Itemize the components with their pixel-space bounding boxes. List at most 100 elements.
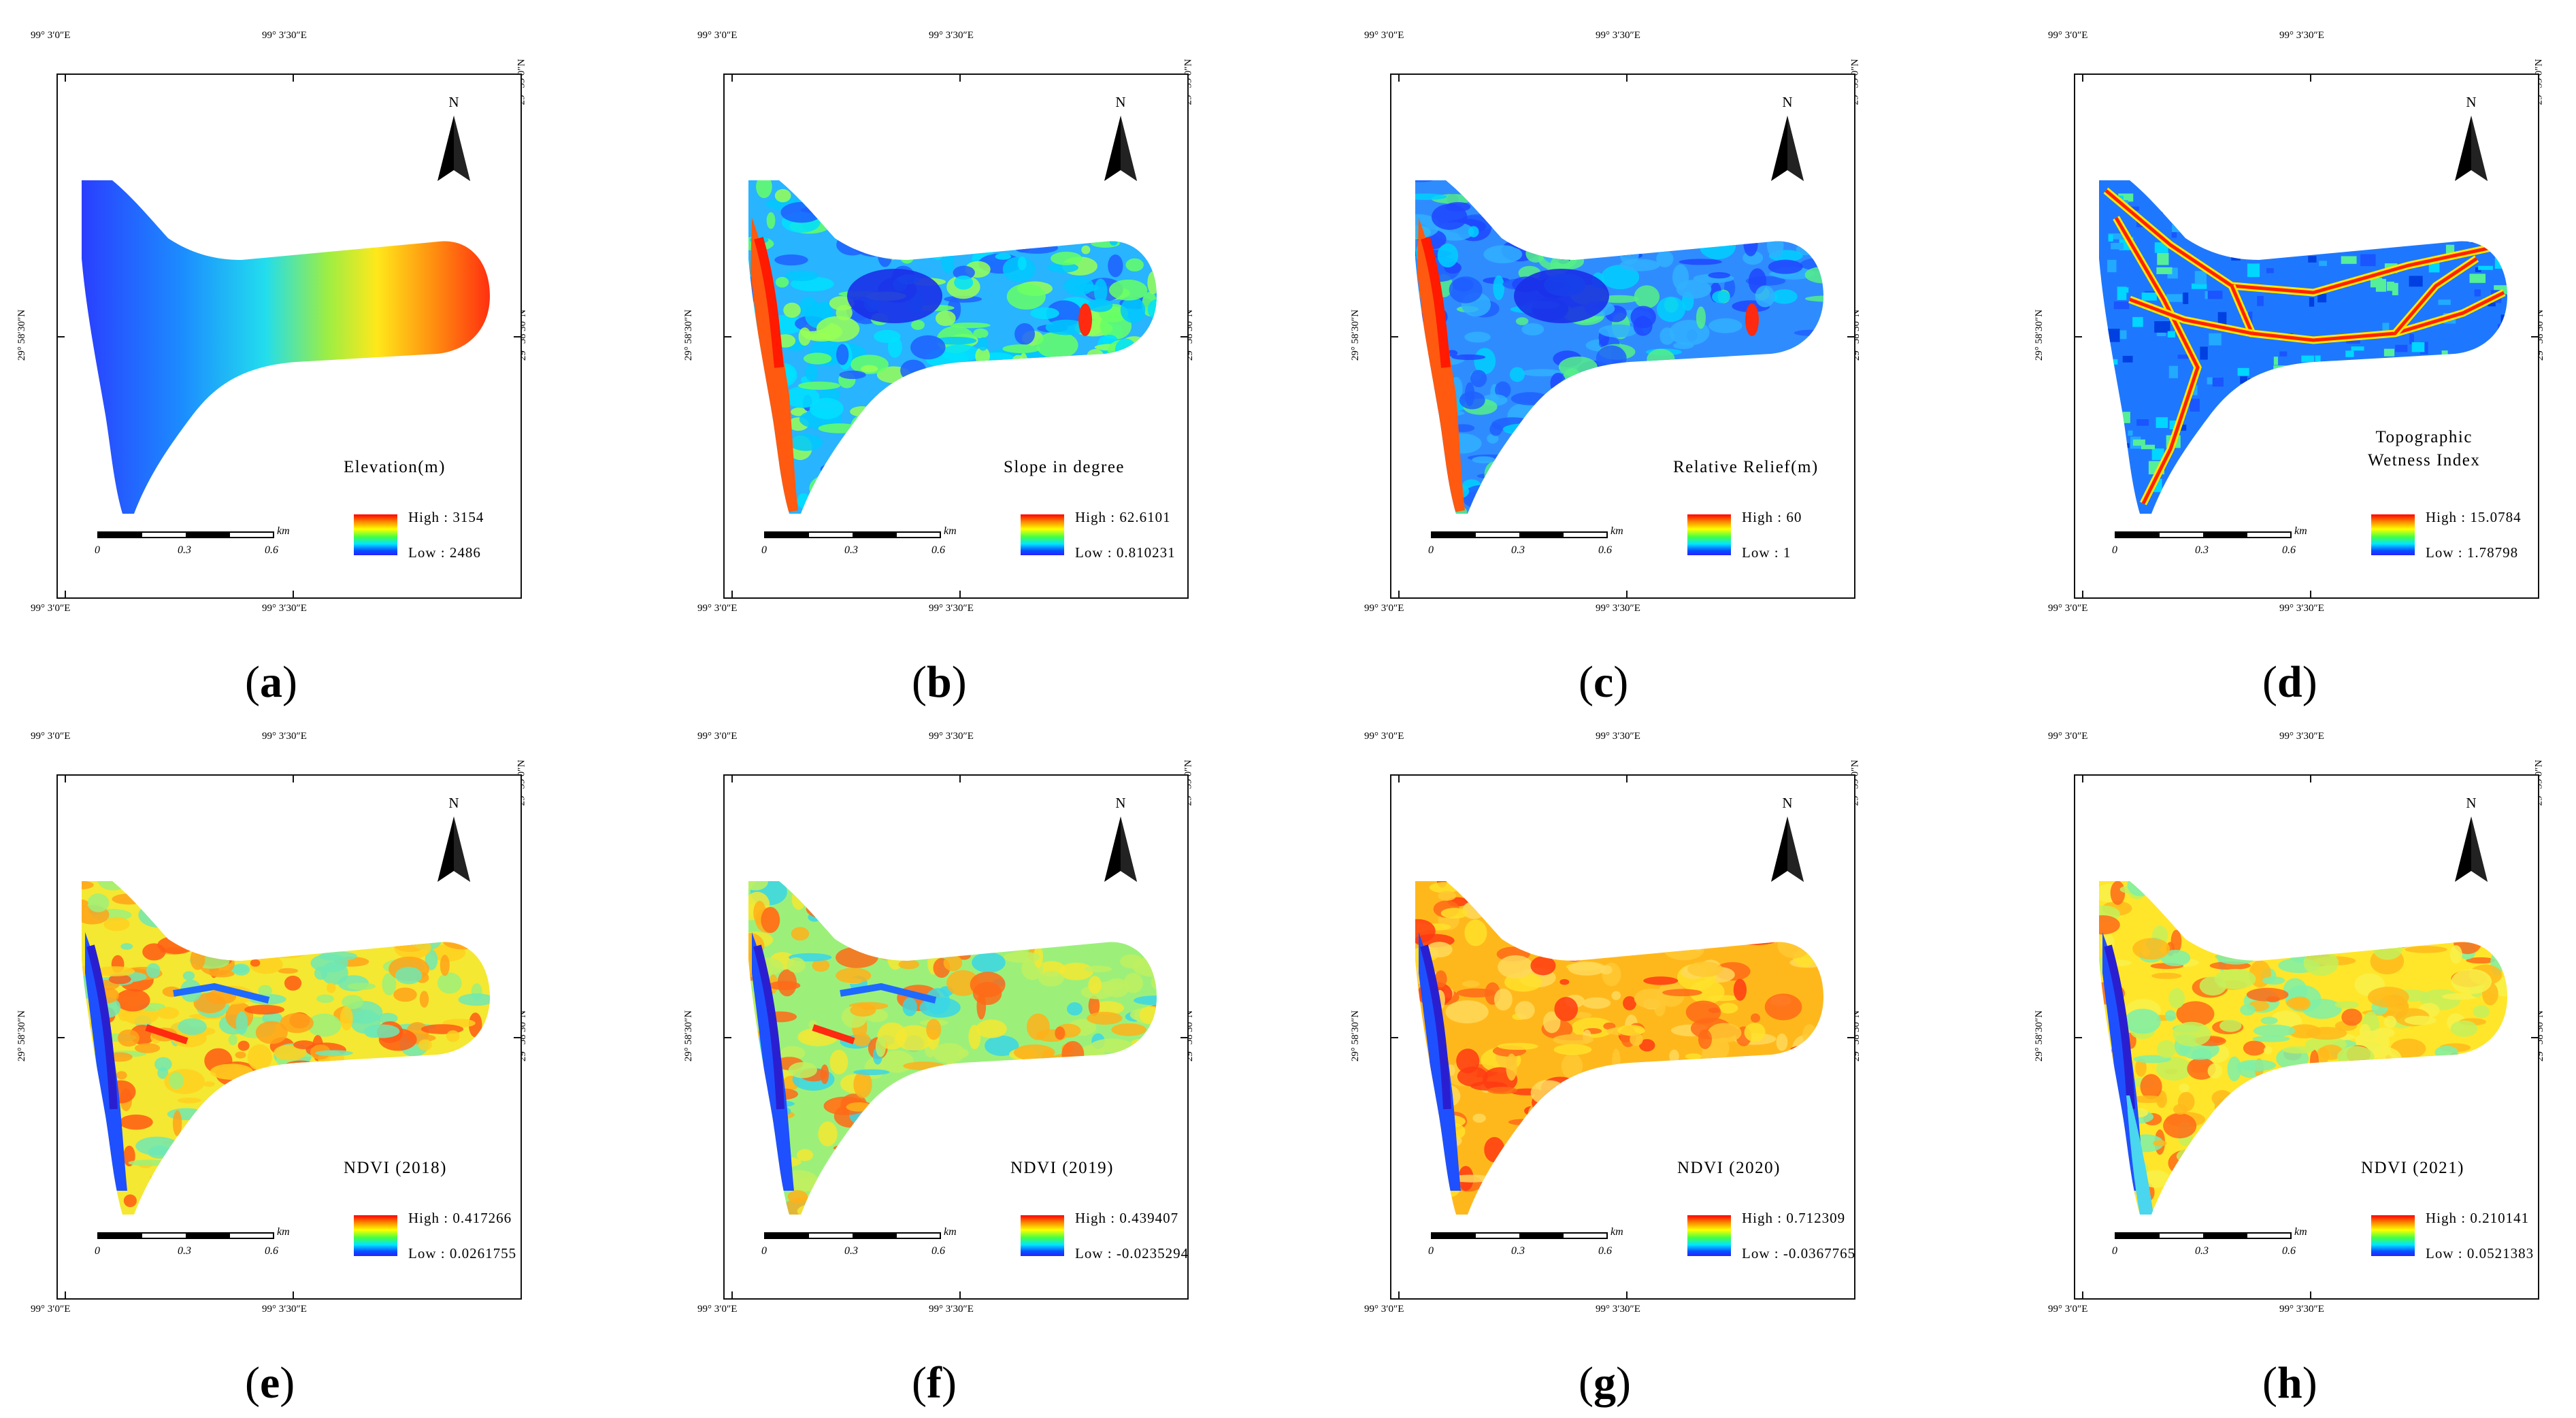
lon-label-top-left: 99° 3′0″E [2048, 30, 2088, 41]
lon-label-bottom-left: 99° 3′0″E [1364, 603, 1404, 614]
legend-low-value: Low : -0.0235294 [1075, 1245, 1189, 1262]
frame-tick [293, 1291, 294, 1300]
map-raster [2099, 881, 2507, 1215]
lon-label-top-right: 99° 3′30″E [262, 731, 307, 742]
lon-label-bottom-left: 99° 3′0″E [31, 1304, 71, 1315]
frame-tick [723, 336, 731, 337]
frame-tick [65, 1291, 66, 1300]
lon-label-top-right: 99° 3′30″E [262, 30, 307, 41]
north-label: N [1782, 94, 1793, 110]
north-arrow-icon [1104, 116, 1137, 181]
legend-low-value: Low : 1.78798 [2426, 544, 2519, 561]
scale-tick-label: 0.3 [178, 544, 191, 556]
frame-tick [959, 73, 961, 82]
lon-label-bottom-left: 99° 3′0″E [697, 603, 738, 614]
legend-title: NDVI (2021) [2361, 1159, 2464, 1177]
north-arrow-icon [2455, 817, 2488, 882]
lon-label-top-left: 99° 3′0″E [1364, 30, 1404, 41]
north-label: N [2466, 94, 2477, 110]
frame-tick [1847, 1037, 1855, 1038]
legend-color-ramp [354, 1215, 397, 1256]
scale-bar [2115, 1232, 2292, 1239]
legend-title: Slope in degree [1004, 458, 1125, 476]
north-label: N [1782, 795, 1793, 811]
scale-tick-label: 0.6 [265, 1245, 278, 1257]
north-arrow-icon [437, 116, 470, 181]
north-arrow-icon [1104, 817, 1137, 882]
lon-label-bottom-right: 99° 3′30″E [2279, 603, 2324, 614]
frame-tick [2310, 1291, 2311, 1300]
legend-high-value: High : 0.712309 [1742, 1210, 1846, 1226]
lon-label-bottom-left: 99° 3′0″E [2048, 1304, 2088, 1315]
frame-tick [2310, 774, 2311, 782]
lon-label-top-left: 99° 3′0″E [1364, 731, 1404, 742]
frame-tick [293, 774, 294, 782]
scale-bar [764, 1232, 941, 1239]
scale-tick-label: 0.3 [1511, 1245, 1525, 1257]
legend-high-value: High : 0.439407 [1075, 1210, 1179, 1226]
scale-tick-label: 0.6 [931, 544, 945, 556]
lon-label-top-right: 99° 3′30″E [2279, 731, 2324, 742]
north-arrow-icon [2455, 116, 2488, 181]
frame-tick [959, 774, 961, 782]
legend-title: NDVI (2019) [1010, 1159, 1114, 1177]
frame-tick [731, 774, 733, 782]
lon-label-bottom-right: 99° 3′30″E [262, 1304, 307, 1315]
frame-tick [731, 1291, 733, 1300]
lon-label-bottom-right: 99° 3′30″E [929, 1304, 974, 1315]
scale-bar [1431, 1232, 1608, 1239]
frame-tick [1398, 591, 1400, 599]
frame-tick [1180, 1037, 1189, 1038]
lon-label-top-left: 99° 3′0″E [697, 731, 738, 742]
legend-high-value: High : 3154 [408, 509, 484, 525]
frame-tick [2074, 336, 2082, 337]
legend-color-ramp [1687, 514, 1731, 555]
lon-label-bottom-right: 99° 3′30″E [262, 603, 307, 614]
lon-label-top-right: 99° 3′30″E [1596, 731, 1640, 742]
legend-low-value: Low : 0.0521383 [2426, 1245, 2534, 1262]
map-panel-e: 99° 3′0″E 99° 3′30″E 99° 3′0″E 99° 3′30″E 29… [10, 714, 528, 1327]
map-raster [748, 180, 1157, 514]
north-label: N [1115, 94, 1126, 110]
legend-high-value: High : 0.417266 [408, 1210, 512, 1226]
north-arrow-icon [437, 817, 470, 882]
frame-tick [731, 591, 733, 599]
scale-tick-label: 0.3 [2195, 1245, 2209, 1257]
frame-tick [1398, 1291, 1400, 1300]
map-raster [748, 881, 1157, 1215]
legend-title: NDVI (2020) [1677, 1159, 1781, 1177]
lon-label-bottom-right: 99° 3′30″E [1596, 1304, 1640, 1315]
map-panel-g: 99° 3′0″E 99° 3′30″E 99° 3′0″E 99° 3′30″E 29… [1344, 714, 1862, 1327]
north-arrow-icon [1771, 116, 1804, 181]
legend-color-ramp [2371, 514, 2415, 555]
frame-tick [1398, 73, 1400, 82]
scale-tick-label: 0.3 [178, 1245, 191, 1257]
north-arrow-icon [1771, 817, 1804, 882]
legend-color-ramp [1687, 1215, 1731, 1256]
scale-tick-label: 0.3 [844, 544, 858, 556]
lon-label-top-right: 99° 3′30″E [929, 731, 974, 742]
frame-tick [514, 1037, 522, 1038]
scale-tick-label: 0.3 [2195, 544, 2209, 556]
frame-tick [959, 591, 961, 599]
scale-bar [97, 531, 274, 538]
scale-tick-label: 0 [2112, 1245, 2117, 1257]
legend-high-value: High : 0.210141 [2426, 1210, 2530, 1226]
frame-tick [2074, 1037, 2082, 1038]
panel-caption-g: (g) [1579, 1358, 1631, 1408]
scale-tick-label: 0 [1428, 1245, 1434, 1257]
panel-caption-h: (h) [2262, 1358, 2317, 1408]
frame-tick [1847, 336, 1855, 337]
lon-label-bottom-right: 99° 3′30″E [929, 603, 974, 614]
legend-color-ramp [2371, 1215, 2415, 1256]
lon-label-top-right: 99° 3′30″E [2279, 30, 2324, 41]
scale-tick-label: 0.6 [2282, 544, 2296, 556]
frame-tick [2082, 1291, 2083, 1300]
lon-label-top-right: 99° 3′30″E [1596, 30, 1640, 41]
north-label: N [448, 795, 459, 811]
frame-tick [293, 591, 294, 599]
frame-tick [56, 336, 65, 337]
scale-tick-label: 0.6 [265, 544, 278, 556]
north-label: N [2466, 795, 2477, 811]
legend-title: Elevation(m) [344, 458, 446, 476]
